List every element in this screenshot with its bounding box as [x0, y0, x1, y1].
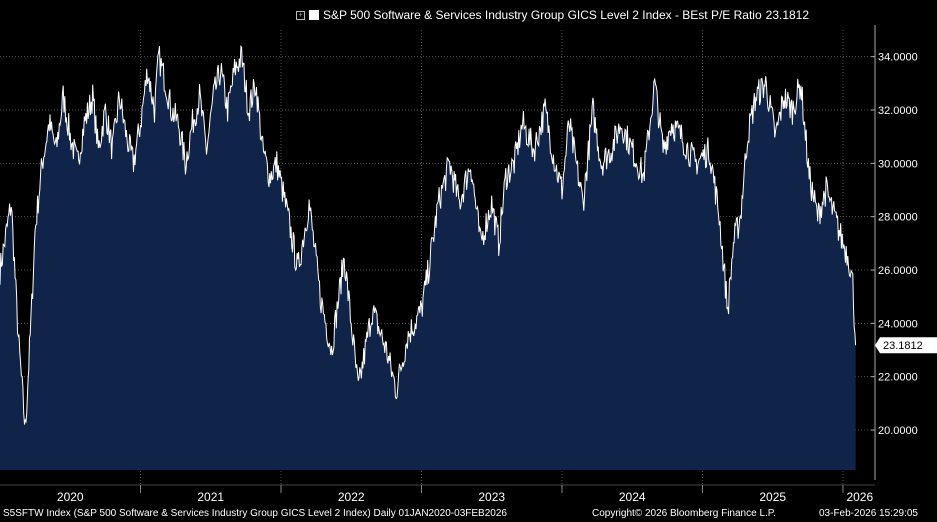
legend-last-value: 23.1812	[765, 8, 810, 22]
x-tick-label: 2023	[478, 490, 505, 504]
y-tick-label: 20.0000	[878, 425, 918, 437]
x-tick-label: 2024	[619, 490, 646, 504]
area-layer	[0, 45, 857, 470]
x-tick-label: 2020	[57, 490, 84, 504]
footer-copyright: Copyright© 2026 Bloomberg Finance L.P.	[592, 508, 776, 519]
last-value-box	[875, 337, 937, 354]
x-tick-label: 2025	[759, 490, 786, 504]
x-axis: 2020 2021 2022 2023 2024 2025 2026	[0, 484, 875, 504]
series-line	[0, 45, 857, 425]
legend-label: S&P 500 Software & Services Industry Gro…	[323, 8, 762, 22]
legend-swatch-icon	[309, 10, 319, 20]
last-value-label: 23.1812	[883, 340, 923, 352]
area-fill	[0, 46, 856, 470]
y-tick-label: 30.0000	[878, 158, 918, 170]
y-tick-label: 34.0000	[878, 52, 918, 64]
last-value-marker: 23.1812	[875, 337, 937, 354]
y-tick-label: 28.0000	[878, 212, 918, 224]
y-tick-label: 22.0000	[878, 372, 918, 384]
footer-timestamp: 03-Feb-2026 15:29:05	[819, 508, 918, 519]
legend-toggle-icon[interactable]: +	[296, 10, 305, 20]
chart-legend[interactable]: + S&P 500 Software & Services Industry G…	[296, 8, 809, 22]
x-tick-label: 2021	[197, 490, 224, 504]
y-tick-label: 24.0000	[878, 318, 918, 330]
footer-description: S5SFTW Index (S&P 500 Software & Service…	[3, 508, 507, 519]
y-tick-label: 32.0000	[878, 105, 918, 117]
x-tick-label: 2022	[338, 490, 365, 504]
x-tick-label: 2026	[846, 490, 873, 504]
footer: S5SFTW Index (S&P 500 Software & Service…	[0, 505, 937, 522]
y-axis: 34.0000 32.0000 30.0000 28.0000 26.0000 24.00…	[871, 25, 918, 480]
y-tick-label: 26.0000	[878, 265, 918, 277]
